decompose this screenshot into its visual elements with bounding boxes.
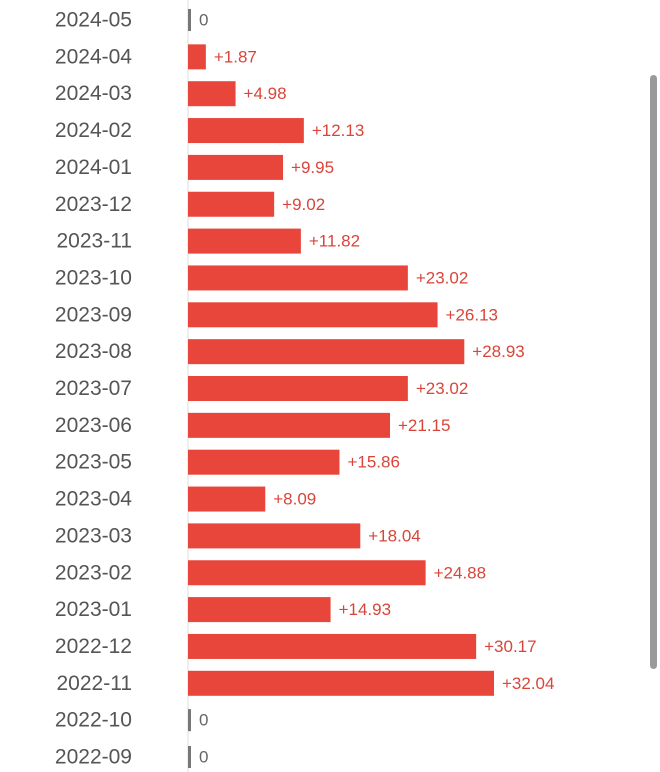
value-label: +11.82 [309, 232, 360, 251]
bar [188, 44, 206, 70]
zero-bar-marker [188, 746, 191, 768]
bar [188, 560, 426, 586]
category-label: 2024-01 [55, 156, 132, 179]
value-label: +24.88 [434, 563, 486, 582]
value-label: +32.04 [502, 674, 554, 693]
category-label: 2023-08 [55, 340, 132, 363]
value-label: 0 [199, 11, 208, 30]
value-label: +23.02 [416, 268, 468, 287]
category-label: 2023-04 [55, 488, 132, 511]
value-label: +18.04 [368, 526, 420, 545]
vertical-scrollbar[interactable] [650, 75, 657, 669]
category-label: 2022-10 [55, 709, 132, 732]
category-label: 2022-09 [55, 746, 132, 769]
bar [188, 523, 361, 549]
value-label: +30.17 [484, 637, 536, 656]
value-label: +12.13 [312, 121, 364, 140]
zero-bar-marker [188, 9, 191, 31]
bar [188, 228, 301, 254]
category-label: 2022-11 [56, 672, 132, 695]
value-label: +9.95 [291, 158, 334, 177]
value-label: +8.09 [273, 490, 316, 509]
category-label: 2022-12 [55, 635, 132, 658]
bar [188, 265, 408, 291]
category-label: 2023-12 [55, 193, 132, 216]
value-label: +4.98 [244, 84, 287, 103]
value-label: 0 [199, 711, 208, 730]
bar [188, 191, 275, 217]
value-label: +28.93 [472, 342, 524, 361]
category-label: 2023-09 [55, 303, 132, 326]
value-label: +21.15 [398, 416, 450, 435]
value-label: +15.86 [347, 453, 399, 472]
bar [188, 670, 494, 696]
bar [188, 486, 266, 512]
bar [188, 412, 390, 438]
value-label: +26.13 [446, 305, 498, 324]
category-label: 2023-10 [55, 266, 132, 289]
bar [188, 597, 331, 623]
category-label: 2024-02 [55, 119, 132, 142]
bar [188, 633, 477, 659]
value-label: +9.02 [282, 195, 325, 214]
bar [188, 376, 408, 401]
category-label: 2023-05 [55, 451, 132, 474]
bar [188, 339, 465, 365]
value-label: +23.02 [416, 379, 468, 398]
bar [188, 154, 284, 180]
category-label: 2024-05 [55, 9, 132, 32]
value-label: +1.87 [214, 47, 257, 66]
category-label: 2024-03 [55, 82, 132, 105]
bar [188, 118, 304, 144]
category-label: 2023-03 [55, 524, 132, 547]
value-label: 0 [199, 748, 208, 767]
zero-bar-marker [188, 709, 191, 732]
category-label: 2023-01 [55, 598, 132, 621]
value-label: +14.93 [339, 600, 391, 619]
category-label: 2023-06 [55, 414, 132, 437]
category-label: 2023-02 [55, 561, 132, 584]
bar [188, 81, 236, 107]
bar [188, 302, 438, 328]
category-label: 2024-04 [55, 45, 132, 68]
bar [188, 449, 340, 475]
category-label: 2023-07 [55, 377, 132, 400]
category-label: 2023-11 [56, 230, 132, 253]
